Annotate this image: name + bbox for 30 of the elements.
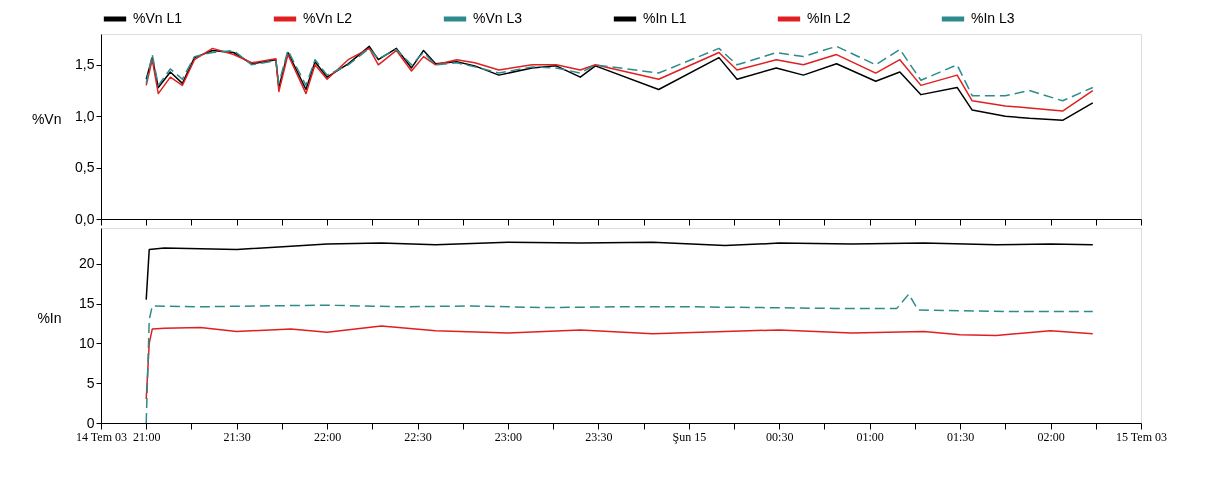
legend-label: %Vn L1: [133, 10, 183, 26]
y-tick-label: 10: [78, 334, 95, 351]
x-tick-label: Şun 15: [672, 429, 707, 444]
x-tick-label: 21:00: [133, 429, 161, 444]
y-tick-label: 1,5: [75, 56, 95, 73]
y-tick-label: 0,0: [75, 210, 95, 227]
x-tick-label: 23:00: [494, 429, 523, 444]
y-axis-title: %Vn: [31, 111, 62, 127]
y-tick-label: 5: [86, 374, 95, 391]
x-tick-label: 00:30: [766, 429, 794, 444]
x-tick-label: 02:00: [1037, 429, 1065, 444]
x-tick-label: 01:00: [856, 429, 884, 444]
legend-label: %In L1: [643, 10, 687, 26]
y-tick-label: 0,5: [75, 159, 95, 176]
y-axis-title: %In: [37, 310, 62, 326]
x-tick-label: 01:30: [946, 429, 975, 444]
x-tick-label: 21:30: [223, 429, 251, 444]
x-tick-label: 22:30: [404, 429, 432, 444]
legend-label: %Vn L2: [303, 10, 353, 26]
x-tick-label: 15 Tem 03: [1116, 429, 1167, 444]
x-tick-label: 23:30: [585, 429, 613, 444]
y-tick-label: 20: [78, 255, 95, 272]
legend-label: %Vn L3: [473, 10, 523, 26]
y-tick-label: 15: [78, 295, 95, 312]
y-tick-label: 0: [86, 414, 95, 431]
x-tick-label: 22:00: [313, 429, 342, 444]
y-tick-label: 1,0: [75, 107, 95, 124]
legend-label: %In L2: [807, 10, 851, 26]
legend-label: %In L3: [971, 10, 1015, 26]
x-tick-label: 14 Tem 03: [76, 429, 127, 444]
